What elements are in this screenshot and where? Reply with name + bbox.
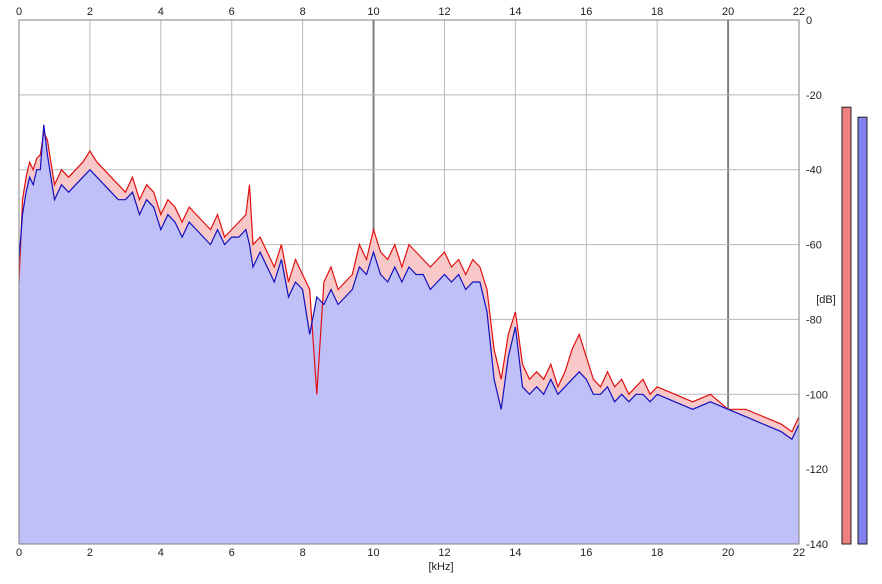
x-tick-label: 2 <box>87 6 93 18</box>
y-tick-label: -20 <box>806 90 822 102</box>
y-tick-labels: 0 -20 -40 -60 -80 -100 -120 -140 <box>806 15 828 551</box>
x-tick-label: 20 <box>722 6 734 18</box>
x-tick-label: 20 <box>722 547 734 559</box>
x-tick-label: 18 <box>651 547 663 559</box>
y-axis-title: [dB] <box>816 294 836 306</box>
plot-border <box>18 19 800 545</box>
spectrum-fill-1 <box>19 124 799 545</box>
spectrum-fills <box>19 124 799 545</box>
x-tick-label: 16 <box>580 6 592 18</box>
x-axis-title: [kHz] <box>428 561 453 573</box>
x-tick-label: 8 <box>300 6 306 18</box>
x-tick-label: 10 <box>367 6 379 18</box>
left-level-meter <box>841 106 852 545</box>
x-tick-label: 12 <box>438 6 450 18</box>
x-tick-label: 22 <box>793 547 805 559</box>
x-tick-label: 10 <box>367 547 379 559</box>
x-tick-label: 0 <box>16 547 22 559</box>
x-tick-label: 6 <box>229 6 235 18</box>
x-tick-label: 14 <box>509 6 521 18</box>
x-tick-label: 4 <box>158 547 164 559</box>
x-tick-label: 16 <box>580 547 592 559</box>
x-tick-labels-top: 0 2 4 6 8 10 12 14 16 18 20 22 <box>16 6 805 18</box>
spectrum-line-1 <box>18 124 800 441</box>
x-tick-label: 0 <box>16 6 22 18</box>
x-tick-label: 18 <box>651 6 663 18</box>
y-tick-label: -100 <box>806 389 828 401</box>
right-level-meter <box>857 116 868 545</box>
y-tick-label: -60 <box>806 240 822 252</box>
x-tick-labels-bottom: 0 2 4 6 8 10 12 14 16 18 20 22 <box>16 547 805 559</box>
y-tick-label: 0 <box>806 15 812 27</box>
x-tick-label: 8 <box>300 547 306 559</box>
x-tick-label: 2 <box>87 547 93 559</box>
plot-frame <box>18 19 800 545</box>
spectrum-line-0 <box>18 130 800 433</box>
x-tick-label: 4 <box>158 6 164 18</box>
y-tick-label: -140 <box>806 539 828 551</box>
y-tick-label: -80 <box>806 314 822 326</box>
x-tick-label: 12 <box>438 547 450 559</box>
level-meters <box>841 106 868 545</box>
spectrum-lines <box>18 124 800 441</box>
x-tick-label: 14 <box>509 547 521 559</box>
x-tick-label: 22 <box>793 6 805 18</box>
y-tick-label: -120 <box>806 464 828 476</box>
y-tick-label: -40 <box>806 165 822 177</box>
x-tick-label: 6 <box>229 547 235 559</box>
